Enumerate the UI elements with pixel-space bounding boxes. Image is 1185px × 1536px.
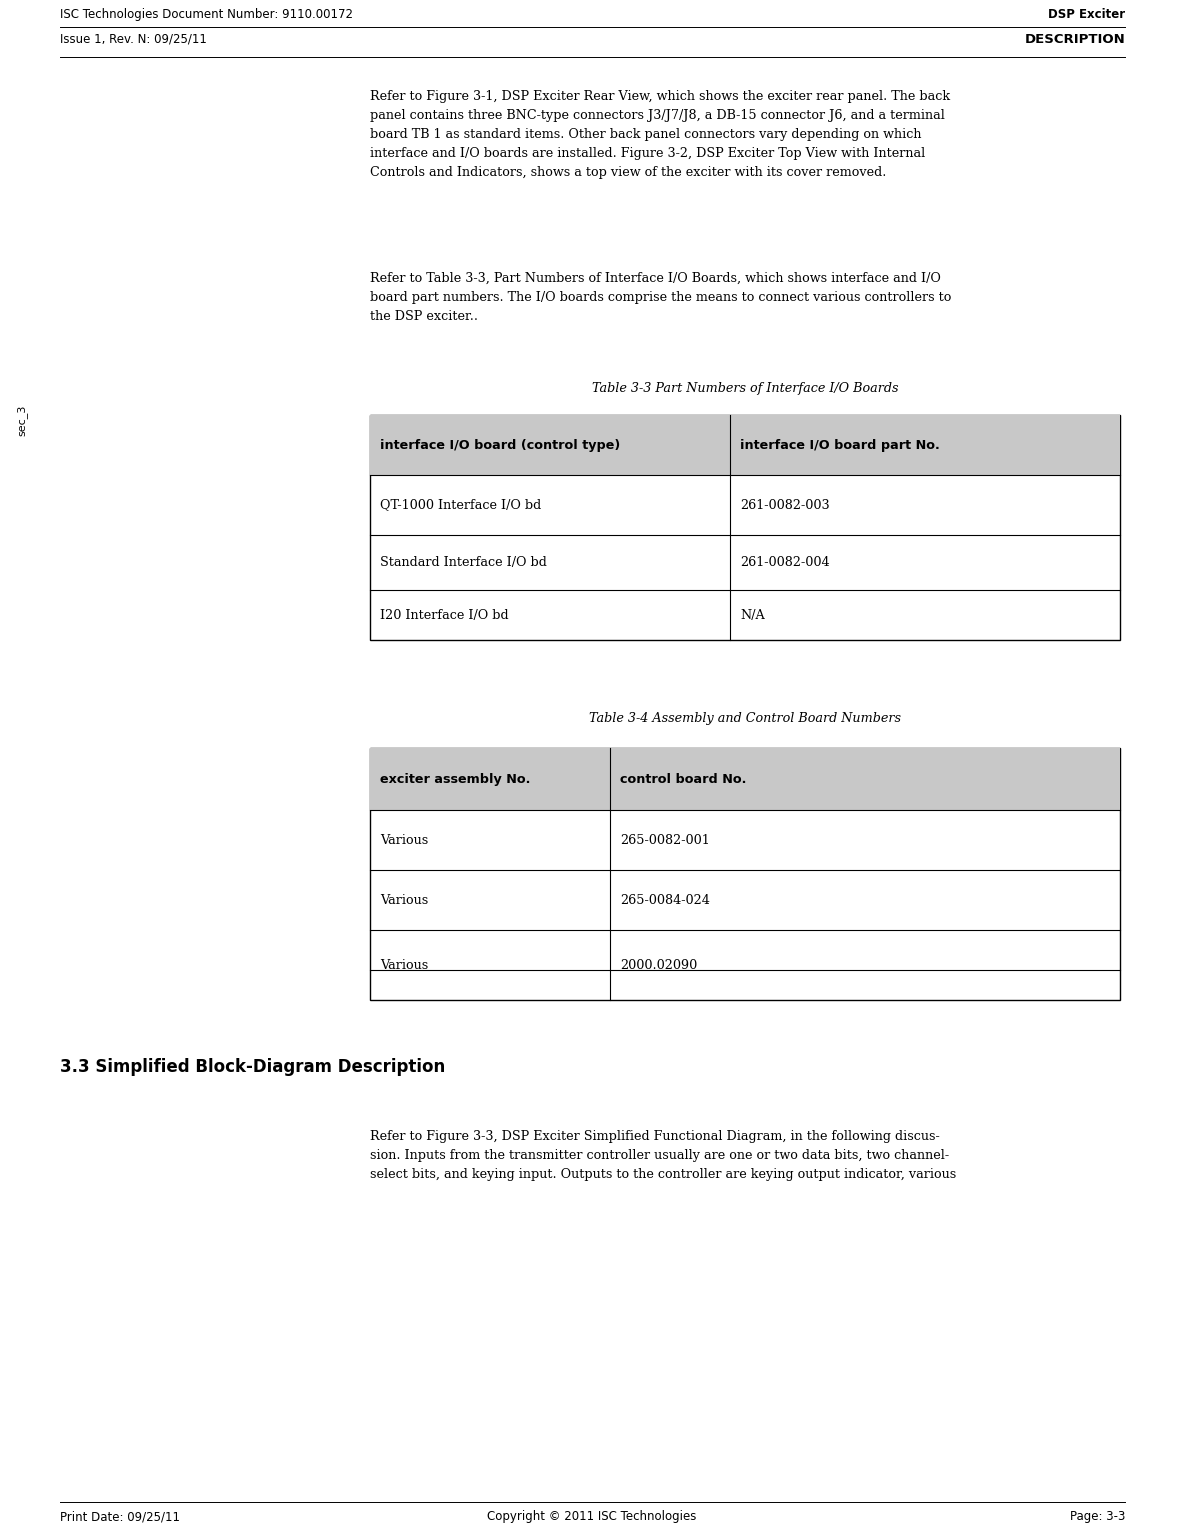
Text: Refer to Figure 3-3, DSP Exciter Simplified Functional Diagram, in the following: Refer to Figure 3-3, DSP Exciter Simplif… — [370, 1130, 940, 1143]
Text: QT-1000 Interface I/O bd: QT-1000 Interface I/O bd — [380, 499, 542, 511]
Text: 265-0084-024: 265-0084-024 — [620, 894, 710, 906]
Text: Page: 3-3: Page: 3-3 — [1070, 1510, 1125, 1524]
Text: the DSP exciter..: the DSP exciter.. — [370, 310, 478, 323]
Text: Issue 1, Rev. N: 09/25/11: Issue 1, Rev. N: 09/25/11 — [60, 32, 207, 46]
Text: 261-0082-003: 261-0082-003 — [739, 499, 830, 511]
Text: 265-0082-001: 265-0082-001 — [620, 834, 710, 846]
Bar — [370, 748, 1120, 1000]
Text: interface I/O board part No.: interface I/O board part No. — [739, 438, 940, 452]
Text: board TB 1 as standard items. Other back panel connectors vary depending on whic: board TB 1 as standard items. Other back… — [370, 127, 922, 141]
Text: 3.3 Simplified Block-Diagram Description: 3.3 Simplified Block-Diagram Description — [60, 1058, 446, 1077]
Text: Various: Various — [380, 894, 428, 906]
Text: Print Date: 09/25/11: Print Date: 09/25/11 — [60, 1510, 180, 1524]
Text: DESCRIPTION: DESCRIPTION — [1024, 32, 1125, 46]
Bar — [370, 415, 1120, 641]
Text: Various: Various — [380, 958, 428, 971]
Text: control board No.: control board No. — [620, 773, 747, 785]
Text: Table 3-3 Part Numbers of Interface I/O Boards: Table 3-3 Part Numbers of Interface I/O … — [591, 382, 898, 395]
Text: Refer to Table 3-3, Part Numbers of Interface I/O Boards, which shows interface : Refer to Table 3-3, Part Numbers of Inte… — [370, 272, 941, 286]
Text: I20 Interface I/O bd: I20 Interface I/O bd — [380, 608, 508, 622]
Text: ISC Technologies Document Number: 9110.00172: ISC Technologies Document Number: 9110.0… — [60, 8, 353, 22]
Text: Copyright © 2011 ISC Technologies: Copyright © 2011 ISC Technologies — [487, 1510, 697, 1524]
Text: interface and I/O boards are installed. Figure 3-2, DSP Exciter Top View with In: interface and I/O boards are installed. … — [370, 147, 925, 160]
Text: Table 3-4 Assembly and Control Board Numbers: Table 3-4 Assembly and Control Board Num… — [589, 713, 901, 725]
Bar — [370, 748, 1120, 809]
Text: Standard Interface I/O bd: Standard Interface I/O bd — [380, 556, 546, 568]
Text: Various: Various — [380, 834, 428, 846]
Text: interface I/O board (control type): interface I/O board (control type) — [380, 438, 620, 452]
Text: sec_3: sec_3 — [17, 404, 27, 436]
Text: sion. Inputs from the transmitter controller usually are one or two data bits, t: sion. Inputs from the transmitter contro… — [370, 1149, 949, 1163]
Text: board part numbers. The I/O boards comprise the means to connect various control: board part numbers. The I/O boards compr… — [370, 290, 952, 304]
Text: 2000.02090: 2000.02090 — [620, 958, 697, 971]
Text: N/A: N/A — [739, 608, 764, 622]
Text: Refer to Figure 3-1, DSP Exciter Rear View, which shows the exciter rear panel. : Refer to Figure 3-1, DSP Exciter Rear Vi… — [370, 91, 950, 103]
Text: exciter assembly No.: exciter assembly No. — [380, 773, 531, 785]
Text: select bits, and keying input. Outputs to the controller are keying output indic: select bits, and keying input. Outputs t… — [370, 1167, 956, 1181]
Text: Controls and Indicators, shows a top view of the exciter with its cover removed.: Controls and Indicators, shows a top vie… — [370, 166, 886, 180]
Text: panel contains three BNC-type connectors J3/J7/J8, a DB-15 connector J6, and a t: panel contains three BNC-type connectors… — [370, 109, 944, 121]
Text: 261-0082-004: 261-0082-004 — [739, 556, 830, 568]
Bar — [370, 415, 1120, 475]
Text: DSP Exciter: DSP Exciter — [1048, 8, 1125, 22]
